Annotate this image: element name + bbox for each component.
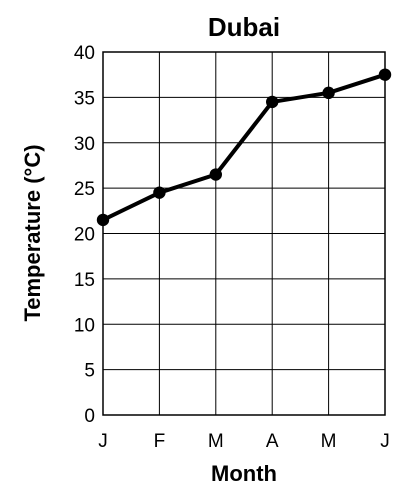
y-tick-label: 40 xyxy=(74,43,95,64)
series-temperature xyxy=(101,72,387,222)
y-axis-label: Temperature (°C) xyxy=(20,144,45,321)
x-tick-label: M xyxy=(321,431,337,452)
data-point xyxy=(96,213,110,227)
data-point xyxy=(378,68,392,81)
y-tick-label: 35 xyxy=(74,88,95,109)
y-tick-label: 15 xyxy=(74,270,95,291)
y-tick-label: 0 xyxy=(84,406,95,427)
data-point xyxy=(322,86,335,100)
x-axis-label: Month xyxy=(211,461,277,486)
x-tick-label: A xyxy=(266,431,279,452)
chart-title: Dubai xyxy=(208,12,280,42)
x-tick-label: J xyxy=(380,431,390,452)
data-point xyxy=(153,186,166,199)
y-tick-label: 30 xyxy=(74,134,95,155)
data-point xyxy=(209,168,222,181)
data-points xyxy=(96,68,392,227)
data-point xyxy=(266,95,279,109)
y-tick-label: 20 xyxy=(74,225,95,246)
series-line xyxy=(101,72,387,222)
y-tick-labels: 0 5 10 15 20 25 30 35 40 xyxy=(74,43,95,427)
plot-grid xyxy=(102,51,386,416)
x-tick-label: J xyxy=(98,431,108,452)
y-tick-label: 10 xyxy=(74,315,95,336)
y-tick-label: 25 xyxy=(74,179,95,200)
x-tick-label: F xyxy=(154,431,166,452)
y-tick-label: 5 xyxy=(84,361,95,382)
x-tick-label: M xyxy=(208,431,224,452)
